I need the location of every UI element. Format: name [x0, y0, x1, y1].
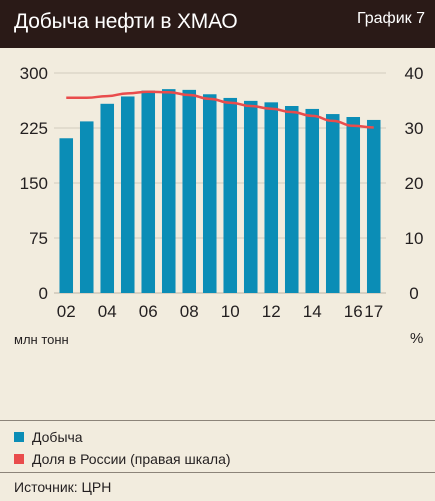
chart-header: Добыча нефти в ХМАО График 7: [0, 0, 435, 48]
bar-03: [79, 121, 94, 294]
right-tick-label: 0: [409, 284, 418, 303]
bar-12: [264, 102, 279, 293]
bar-15: [325, 114, 340, 293]
source-note: Источник: ЦРН: [0, 472, 435, 501]
legend-swatch-production: [14, 432, 24, 442]
legend-label-production: Добыча: [32, 429, 83, 445]
x-tick-label: 12: [262, 302, 281, 321]
left-tick-label: 150: [20, 174, 48, 193]
left-axis-ticks: 0 75 150 225 300: [20, 64, 48, 303]
right-tick-label: 10: [405, 229, 424, 248]
bar-07: [161, 89, 176, 293]
bar-09: [202, 94, 217, 293]
left-tick-label: 300: [20, 64, 48, 83]
right-tick-label: 40: [405, 64, 424, 83]
x-tick-label: 04: [98, 302, 117, 321]
bar-08: [182, 89, 197, 293]
share-line: [66, 90, 374, 129]
left-tick-label: 0: [39, 284, 48, 303]
legend-label-share: Доля в России (правая шкала): [32, 451, 231, 467]
x-axis-ticks: 02 04 06 08 10 12 14 16 17: [57, 302, 383, 321]
left-tick-label: 225: [20, 119, 48, 138]
left-axis-unit: млн тонн: [14, 332, 69, 347]
x-tick-label: 02: [57, 302, 76, 321]
graph-number: График 7: [356, 10, 425, 27]
right-axis-ticks: 0 10 20 30 40: [405, 64, 424, 303]
bar-04: [100, 103, 115, 293]
bar-06: [141, 90, 156, 293]
bar-13: [284, 106, 299, 293]
production-bars: [59, 89, 381, 294]
legend-item-production: Добыча: [14, 429, 83, 445]
right-tick-label: 30: [405, 119, 424, 138]
right-axis-unit: %: [410, 330, 424, 347]
bar-11: [243, 100, 258, 293]
bar-17: [366, 119, 381, 293]
bar-02: [59, 138, 74, 293]
chart-area: 0 75 150 225 300 0 10 20 30 40 02 04 06 08 10 12 14 16 1…: [20, 64, 424, 321]
x-tick-label: 08: [180, 302, 199, 321]
x-tick-label: 16: [344, 302, 363, 321]
legend-item-share: Доля в России (правая шкала): [14, 451, 231, 467]
bar-10: [223, 97, 238, 293]
x-tick-label: 06: [139, 302, 158, 321]
bar-05: [120, 96, 135, 293]
x-tick-label: 17: [364, 302, 383, 321]
right-tick-label: 20: [405, 174, 424, 193]
bar-14: [305, 108, 320, 293]
source-text: Источник: ЦРН: [14, 479, 112, 495]
chart-title: Добыча нефти в ХМАО: [14, 10, 238, 33]
bar-16: [346, 117, 361, 293]
x-tick-label: 10: [221, 302, 240, 321]
legend-swatch-share: [14, 454, 24, 464]
x-tick-label: 14: [303, 302, 322, 321]
legend: Добыча Доля в России (правая шкала): [0, 420, 435, 473]
left-tick-label: 75: [29, 229, 48, 248]
